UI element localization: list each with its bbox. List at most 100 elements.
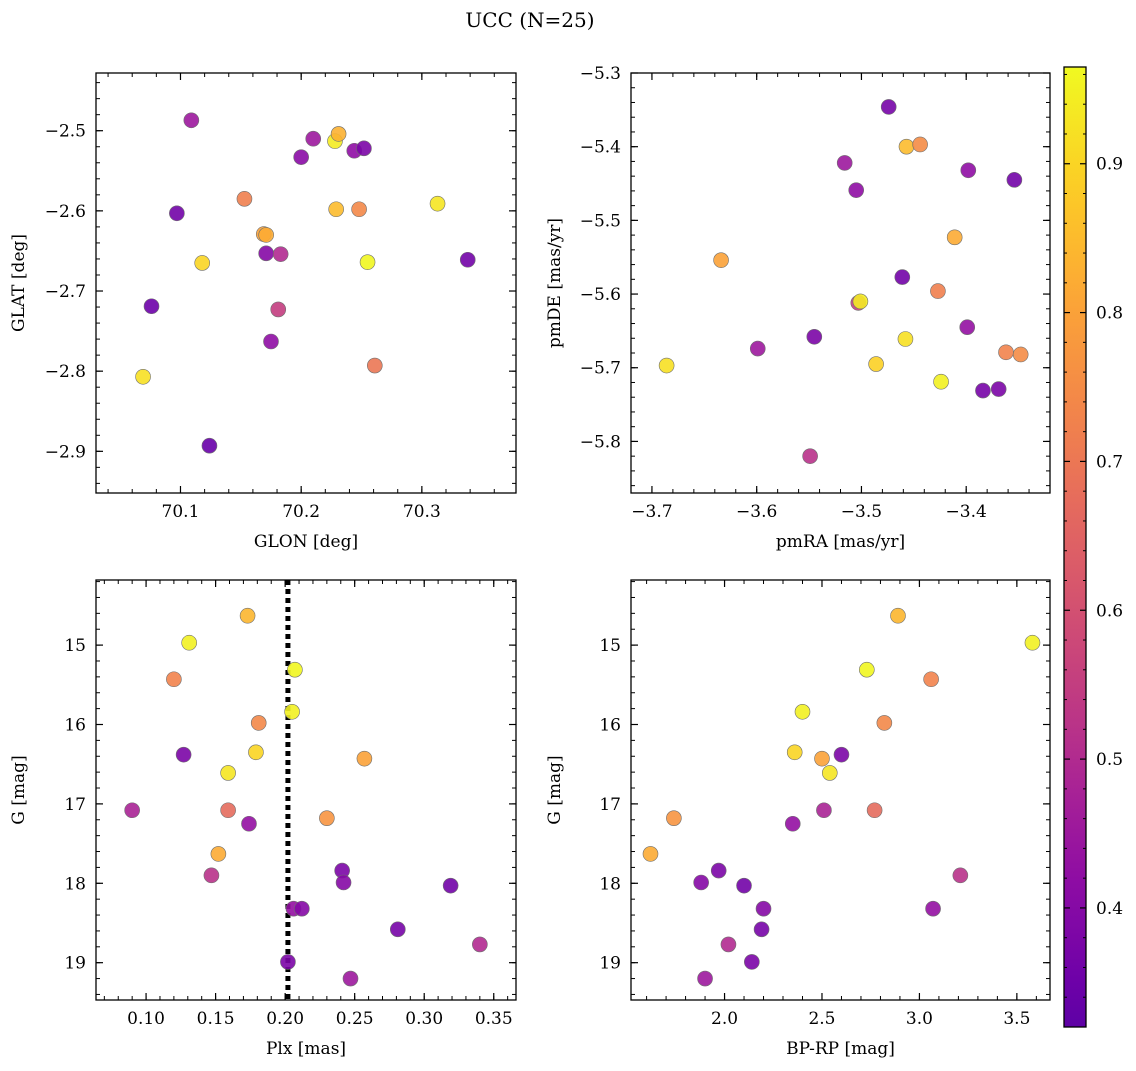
scatter-point — [710, 862, 727, 879]
x-tick-label: 0.25 — [336, 1009, 374, 1029]
panel-top-left: 70.1 70.2 70.3 −2.9 −2.8 −2.7 −2.6 −2.5 GLON [de… — [9, 72, 517, 552]
scatter-point — [248, 744, 264, 761]
scatter-point — [890, 607, 906, 624]
points — [124, 580, 488, 1000]
y-tick-label: 17 — [599, 795, 621, 815]
y-tick-label: 15 — [64, 636, 86, 656]
y-tick-label: −2.5 — [45, 122, 86, 142]
axes-frame — [630, 72, 1051, 494]
scatter-point — [836, 155, 853, 171]
points — [642, 607, 1041, 987]
ticks — [96, 73, 516, 493]
scatter-point — [923, 671, 939, 688]
scatter-point — [220, 765, 236, 781]
scatter-point — [1006, 172, 1023, 188]
scatter-point — [335, 874, 352, 891]
scatter-point — [342, 970, 359, 987]
colorbar-tick-label: 0.9 — [1096, 155, 1123, 175]
scatter-point — [135, 368, 151, 385]
scatter-point — [998, 344, 1014, 361]
scatter-point — [930, 283, 946, 299]
y-axis-label: GLAT [deg] — [9, 234, 29, 332]
x-tick-label: −3.7 — [631, 502, 672, 522]
scatter-point — [280, 954, 296, 970]
scatter-point — [366, 357, 383, 374]
scatter-point — [459, 251, 476, 268]
y-tick-label: 18 — [64, 874, 86, 894]
scatter-point — [848, 182, 865, 198]
scatter-point — [880, 99, 897, 115]
scatter-point — [898, 138, 915, 155]
x-tick-label: 2.0 — [711, 1009, 738, 1029]
x-axis-label: BP-RP [mag] — [786, 1039, 895, 1059]
scatter-point — [786, 744, 803, 761]
colorbar-frame — [1063, 66, 1087, 1028]
scatter-point — [181, 634, 197, 651]
scatter-point — [642, 846, 659, 862]
x-axis-label: pmRA [mas/yr] — [776, 532, 905, 552]
x-tick-label: 0.35 — [475, 1009, 513, 1029]
scatter-point — [258, 245, 274, 262]
scatter-point — [658, 357, 675, 374]
scatter-point — [697, 970, 713, 987]
axes-frame — [95, 579, 517, 1001]
scatter-point — [194, 255, 211, 271]
scatter-point — [666, 810, 682, 826]
scatter-point — [294, 900, 310, 917]
y-tick-label: −5.7 — [580, 359, 621, 379]
x-tick-label: 70.3 — [403, 502, 441, 522]
x-tick-label: 0.30 — [405, 1009, 443, 1029]
x-axis-label: Plx [mas] — [266, 1039, 346, 1059]
colorbar-gradient — [1064, 67, 1086, 1027]
scatter-point — [263, 333, 279, 350]
scatter-point — [250, 715, 267, 731]
scatter-point — [1012, 346, 1029, 363]
scatter-point — [305, 130, 322, 147]
scatter-point — [166, 671, 182, 688]
scatter-point — [201, 437, 218, 454]
scatter-point — [744, 954, 760, 970]
x-tick-label: 70.1 — [162, 502, 200, 522]
scatter-point — [169, 205, 185, 222]
scatter-point — [175, 746, 192, 763]
panel-bottom-right: 2.0 2.5 3.0 3.5 15 16 17 18 19 BP-RP [mag] G [mag] — [545, 579, 1051, 1059]
scatter-point — [713, 252, 729, 268]
y-tick-label: 18 — [599, 874, 621, 894]
scatter-point — [241, 815, 257, 832]
x-axis-label: GLON [deg] — [254, 532, 358, 552]
scatter-point — [852, 293, 869, 310]
scatter-point — [816, 802, 832, 819]
scatter-point — [429, 195, 446, 212]
x-tick-label: 2.5 — [808, 1009, 835, 1029]
scatter-point — [472, 936, 488, 953]
scatter-point — [319, 810, 335, 826]
ticks — [631, 580, 1050, 1000]
y-tick-label: 16 — [64, 715, 86, 735]
scatter-point — [143, 298, 160, 315]
scatter-point — [239, 607, 256, 624]
colorbar-tick-label: 0.7 — [1096, 452, 1123, 472]
panels: 70.1 70.2 70.3 −2.9 −2.8 −2.7 −2.6 −2.5 GLON [de… — [9, 64, 1051, 1059]
y-tick-label: 17 — [64, 795, 86, 815]
scatter-point — [220, 802, 236, 819]
x-tick-label: 70.2 — [282, 502, 320, 522]
scatter-point — [287, 661, 303, 678]
x-tick-label: −3.5 — [841, 502, 882, 522]
y-tick-label: −2.6 — [45, 202, 86, 222]
ticks — [96, 580, 516, 1000]
y-tick-label: −2.8 — [45, 362, 86, 382]
x-tick-label: 0.20 — [266, 1009, 304, 1029]
scatter-point — [933, 373, 949, 390]
scatter-point — [959, 319, 976, 336]
y-tick-label: −2.9 — [45, 442, 86, 462]
scatter-point — [293, 149, 309, 165]
scatter-point — [806, 328, 823, 345]
scatter-point — [755, 900, 772, 917]
y-tick-label: −2.7 — [45, 282, 86, 302]
scatter-point — [925, 900, 941, 917]
y-tick-label: 15 — [599, 636, 621, 656]
scatter-point — [952, 867, 969, 884]
y-tick-label: 16 — [599, 715, 621, 735]
y-tick-label: 19 — [599, 954, 621, 974]
